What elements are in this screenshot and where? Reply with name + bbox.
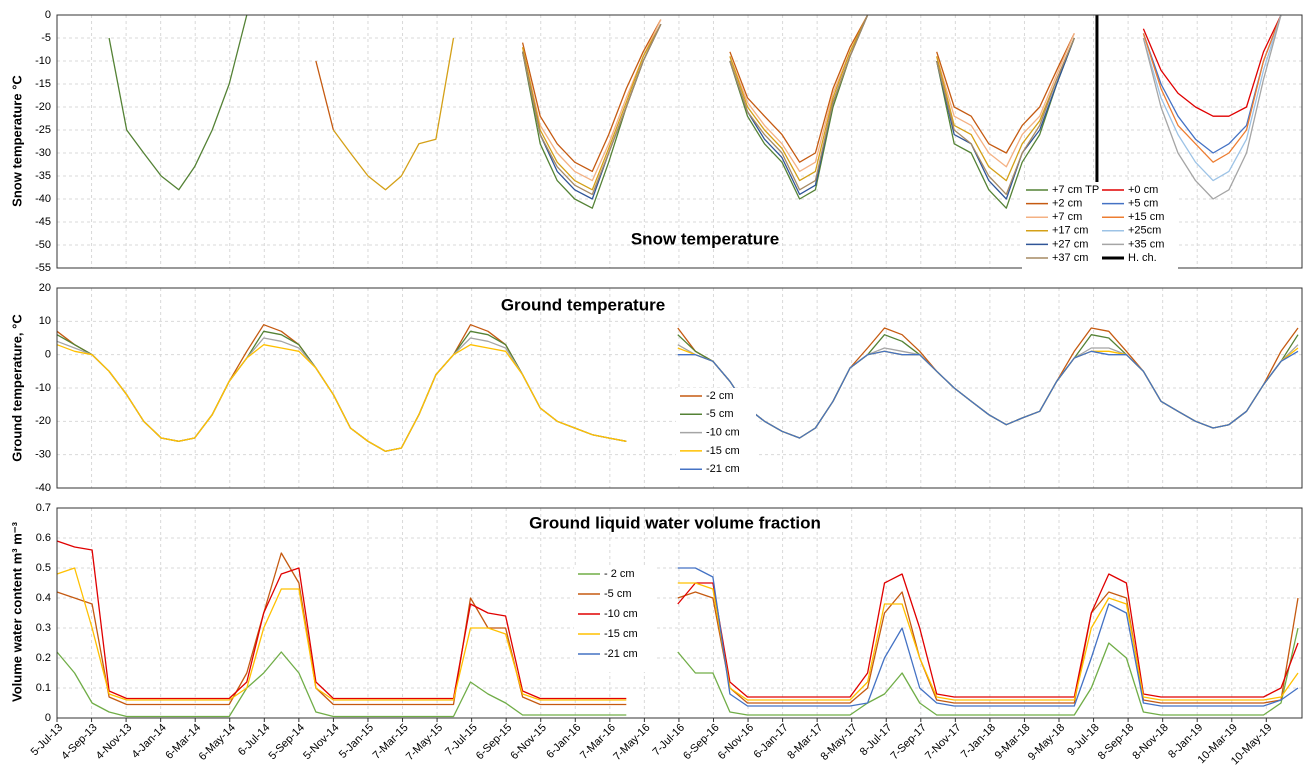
x-tick-label: 6-Sep-16: [681, 722, 721, 762]
legend-label: +7 cm TP: [1052, 184, 1099, 196]
data-line: [677, 567, 1299, 707]
y-tick-label: -50: [35, 239, 51, 251]
data-line: [56, 567, 1299, 701]
y-tick-label: 0.1: [36, 682, 51, 694]
y-tick-label: 0.4: [36, 592, 51, 604]
legend-label: -5 cm: [604, 588, 632, 600]
data-line: [1142, 14, 1282, 117]
x-tick-label: 7-May-16: [611, 722, 652, 763]
x-tick-label: 8-Sep-18: [1096, 722, 1136, 762]
panel-title: Snow temperature: [631, 229, 779, 248]
y-tick-label: -20: [35, 101, 51, 113]
legend-label: -15 cm: [706, 445, 740, 457]
x-tick-label: 6-Nov-15: [508, 722, 548, 762]
data-line: [56, 540, 1299, 700]
x-tick-label: 7-Jan-18: [959, 722, 998, 761]
data-line: [108, 14, 1075, 209]
y-tick-label: 20: [39, 282, 51, 294]
y-tick-label: -5: [41, 32, 51, 44]
x-tick-label: 7-Nov-17: [923, 722, 963, 762]
legend-label: - 2 cm: [604, 568, 635, 580]
y-tick-label: 0: [45, 9, 51, 21]
y-tick-label: -10: [35, 55, 51, 67]
y-tick-label: -40: [35, 193, 51, 205]
x-tick-label: 4-Nov-13: [94, 722, 134, 762]
y-tick-label: -35: [35, 170, 51, 182]
data-line: [56, 552, 1299, 706]
y-tick-label: -10: [35, 382, 51, 394]
x-tick-label: 9-May-18: [1026, 722, 1067, 763]
x-tick-label: 7-May-15: [404, 722, 445, 763]
legend-label: -5 cm: [706, 408, 734, 420]
data-line: [1142, 14, 1282, 163]
x-tick-label: 4-Sep-13: [59, 722, 99, 762]
y-tick-label: 0: [45, 349, 51, 361]
y-tick-label: 0.2: [36, 652, 51, 664]
y-tick-label: -15: [35, 78, 51, 90]
y-tick-label: 0.6: [36, 532, 51, 544]
legend-label: +5 cm: [1128, 198, 1158, 210]
legend-label: -10 cm: [706, 427, 740, 439]
legend-label: +25cm: [1128, 225, 1161, 237]
x-tick-label: 5-Sep-14: [267, 722, 307, 762]
x-tick-label: 6-Jan-17: [752, 722, 791, 761]
y-tick-label: -30: [35, 147, 51, 159]
legend-label: H. ch.: [1128, 252, 1157, 264]
data-line: [332, 14, 1075, 191]
legend-label: +37 cm: [1052, 252, 1088, 264]
x-tick-label: 5-Nov-14: [301, 722, 341, 762]
y-tick-label: -55: [35, 262, 51, 274]
legend-label: +15 cm: [1128, 211, 1164, 223]
data-line: [56, 627, 1299, 718]
data-line: [1142, 14, 1282, 200]
legend-label: -2 cm: [706, 390, 734, 402]
plot-frame: [56, 14, 1303, 269]
y-tick-label: 0.7: [36, 502, 51, 514]
y-tick-label: -20: [35, 415, 51, 427]
legend-label: +35 cm: [1128, 238, 1164, 250]
x-tick-label: 6-Nov-16: [716, 722, 756, 762]
y-tick-label: 10: [39, 315, 51, 327]
panel-title: Ground temperature: [501, 295, 665, 314]
x-tick-label: 6-May-14: [197, 722, 238, 763]
plot-frame: [56, 507, 1303, 719]
x-tick-label: 7-Sep-17: [888, 722, 928, 762]
plot-frame: [56, 287, 1303, 489]
legend-label: -21 cm: [604, 648, 638, 660]
data-line: [315, 14, 1075, 173]
legend-box: [1022, 182, 1178, 270]
x-tick-label: 8-May-17: [819, 722, 860, 763]
y-tick-label: 0.5: [36, 562, 51, 574]
y-tick-label: -45: [35, 216, 51, 228]
y-tick-label: -30: [35, 449, 51, 461]
legend-label: -15 cm: [604, 628, 638, 640]
x-tick-label: 6-Jan-16: [544, 722, 583, 761]
data-line: [1142, 14, 1282, 182]
x-tick-label: 8-Nov-18: [1130, 722, 1170, 762]
x-tick-label: 5-Jan-15: [337, 722, 376, 761]
legend-label: -21 cm: [706, 463, 740, 475]
y-tick-label: 0: [45, 712, 51, 724]
legend-label: +27 cm: [1052, 238, 1088, 250]
data-line: [677, 350, 1299, 439]
y-tick-label: -40: [35, 482, 51, 494]
y-axis-label: Snow temperature °C: [9, 75, 24, 207]
legend-label: -10 cm: [604, 608, 638, 620]
legend-label: +0 cm: [1128, 184, 1158, 196]
y-axis-label: Volume water content m³ m⁻³: [9, 521, 24, 702]
y-tick-label: 0.3: [36, 622, 51, 634]
data-line: [521, 14, 1075, 196]
legend-label: +17 cm: [1052, 225, 1088, 237]
legend-label: +7 cm: [1052, 211, 1082, 223]
y-tick-label: -25: [35, 124, 51, 136]
x-tick-label: 4-Jan-14: [130, 722, 169, 761]
y-axis-label: Ground temperature, °C: [9, 314, 24, 462]
x-tick-label: 6-Sep-15: [474, 722, 514, 762]
panel-title: Ground liquid water volume fraction: [529, 513, 821, 532]
legend-label: +2 cm: [1052, 198, 1082, 210]
